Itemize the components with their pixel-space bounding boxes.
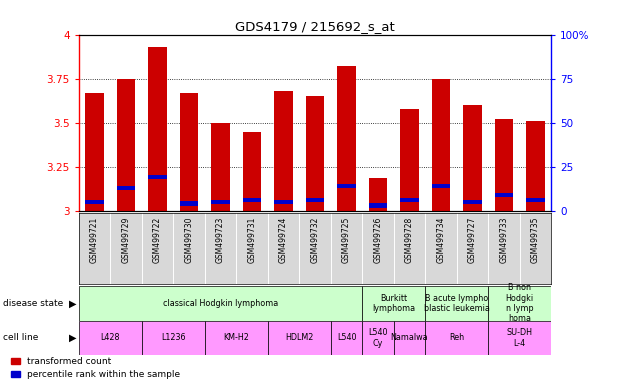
Bar: [337, 184, 356, 188]
Bar: [400, 109, 419, 211]
Text: B non
Hodgki
n lymp
homa: B non Hodgki n lymp homa: [506, 283, 534, 323]
Bar: [488, 286, 551, 321]
Text: B acute lympho
blastic leukemia: B acute lympho blastic leukemia: [424, 294, 490, 313]
Text: GSM499724: GSM499724: [279, 217, 288, 263]
Text: L428: L428: [101, 333, 120, 343]
Text: GSM499722: GSM499722: [153, 217, 162, 263]
Title: GDS4179 / 215692_s_at: GDS4179 / 215692_s_at: [235, 20, 395, 33]
Text: Burkitt
lymphoma: Burkitt lymphoma: [372, 294, 415, 313]
Bar: [369, 178, 387, 211]
Bar: [205, 321, 268, 355]
Bar: [400, 198, 419, 202]
Bar: [362, 321, 394, 355]
Text: L540
Cy: L540 Cy: [369, 328, 387, 348]
Text: HDLM2: HDLM2: [285, 333, 314, 343]
Bar: [306, 198, 324, 202]
Bar: [495, 119, 513, 211]
Text: GSM499733: GSM499733: [500, 217, 508, 263]
Text: ▶: ▶: [69, 298, 76, 308]
Text: GSM499735: GSM499735: [531, 217, 540, 263]
Text: GSM499729: GSM499729: [122, 217, 130, 263]
Text: GSM499727: GSM499727: [468, 217, 477, 263]
Bar: [268, 321, 331, 355]
Text: Reh: Reh: [449, 333, 464, 343]
Text: ▶: ▶: [69, 333, 76, 343]
Bar: [495, 193, 513, 197]
Bar: [526, 121, 545, 211]
Bar: [274, 91, 293, 211]
Text: GSM499731: GSM499731: [248, 217, 256, 263]
Bar: [79, 286, 362, 321]
Text: GSM499726: GSM499726: [374, 217, 382, 263]
Text: GSM499728: GSM499728: [405, 217, 414, 263]
Text: cell line: cell line: [3, 333, 38, 343]
Text: KM-H2: KM-H2: [223, 333, 249, 343]
Bar: [148, 47, 167, 211]
Bar: [142, 321, 205, 355]
Bar: [274, 200, 293, 204]
Bar: [79, 321, 142, 355]
Bar: [425, 321, 488, 355]
Bar: [148, 175, 167, 179]
Bar: [243, 132, 261, 211]
Text: GSM499734: GSM499734: [437, 217, 445, 263]
Text: GSM499725: GSM499725: [342, 217, 351, 263]
Bar: [488, 321, 551, 355]
Text: L1236: L1236: [161, 333, 185, 343]
Bar: [369, 203, 387, 208]
Bar: [85, 200, 104, 204]
Bar: [362, 286, 425, 321]
Bar: [243, 198, 261, 202]
Bar: [432, 184, 450, 188]
Text: GSM499730: GSM499730: [185, 217, 193, 263]
Text: GSM499732: GSM499732: [311, 217, 319, 263]
Bar: [463, 200, 482, 204]
Legend: transformed count, percentile rank within the sample: transformed count, percentile rank withi…: [11, 357, 180, 379]
Bar: [331, 321, 362, 355]
Text: GSM499723: GSM499723: [216, 217, 225, 263]
Text: Namalwa: Namalwa: [391, 333, 428, 343]
Bar: [306, 96, 324, 211]
Text: classical Hodgkin lymphoma: classical Hodgkin lymphoma: [163, 299, 278, 308]
Bar: [425, 286, 488, 321]
Bar: [117, 185, 135, 190]
Bar: [526, 198, 545, 202]
Bar: [180, 93, 198, 211]
Bar: [211, 123, 230, 211]
Text: GSM499721: GSM499721: [90, 217, 99, 263]
Text: disease state: disease state: [3, 299, 64, 308]
Bar: [85, 93, 104, 211]
Bar: [211, 200, 230, 204]
Text: SU-DH
L-4: SU-DH L-4: [507, 328, 533, 348]
Bar: [432, 79, 450, 211]
Bar: [337, 66, 356, 211]
Text: L540: L540: [337, 333, 356, 343]
Bar: [394, 321, 425, 355]
Bar: [117, 79, 135, 211]
Bar: [180, 202, 198, 206]
Bar: [463, 105, 482, 211]
